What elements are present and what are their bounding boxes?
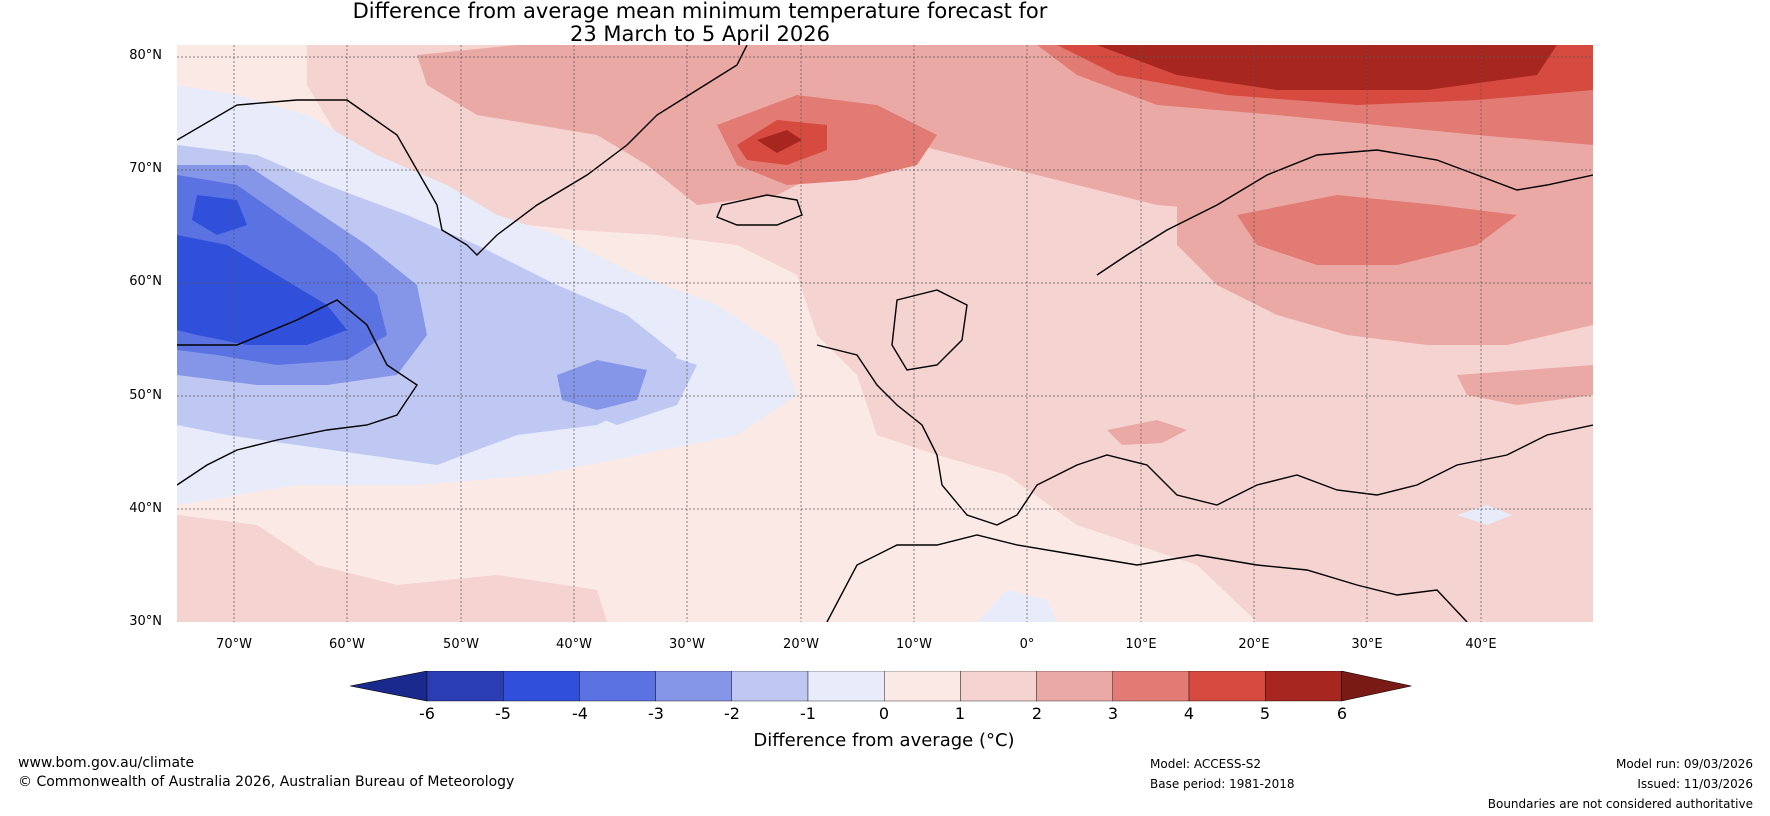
colorbar-segment — [807, 671, 885, 702]
lon-label-60w: 60°W — [329, 637, 365, 652]
colorbar-extend-high — [1341, 671, 1412, 702]
colorbar-tick-label: 6 — [1336, 704, 1348, 723]
colorbar-extend-low — [350, 671, 428, 702]
africa-coast — [826, 534, 1468, 622]
lat-label-30n: 30°N — [129, 614, 162, 629]
colorbar-title: Difference from average (°C) — [753, 730, 1015, 751]
colorbar-segment — [1188, 671, 1266, 702]
colorbar-segment — [960, 671, 1037, 702]
anomaly-2-3-east — [1457, 365, 1593, 405]
lon-label-70w: 70°W — [216, 637, 252, 652]
colorbar-segment — [579, 671, 656, 702]
lat-label-60n: 60°N — [129, 274, 162, 289]
lat-label-80n: 80°N — [129, 48, 162, 63]
colorbar — [350, 671, 1412, 702]
colorbar-tick-label: 3 — [1107, 704, 1119, 723]
colorbar-segment — [502, 671, 580, 702]
lat-label-50n: 50°N — [129, 388, 162, 403]
base-period: Base period: 1981-2018 — [1150, 777, 1295, 791]
anomaly-neg5-neg4 — [177, 235, 347, 345]
lat-label-40n: 40°N — [129, 501, 162, 516]
lon-label-40w: 40°W — [556, 637, 592, 652]
lat-label-70n: 70°N — [129, 161, 162, 176]
anomaly-1-2-southwest — [177, 515, 607, 622]
model-name: Model: ACCESS-S2 — [1150, 757, 1262, 771]
lon-label-20w: 20°W — [783, 637, 819, 652]
british-isles-coast — [891, 289, 968, 371]
gridlines — [177, 45, 1593, 622]
anomaly-neg1-0-south — [977, 590, 1057, 622]
colorbar-segment — [655, 671, 733, 702]
colorbar-segment — [426, 671, 504, 702]
colorbar-segment — [1112, 671, 1190, 702]
lon-label-20e: 20°E — [1238, 637, 1270, 652]
colorbar-tick-label: 2 — [1031, 704, 1043, 723]
lon-label-40e: 40°E — [1465, 637, 1497, 652]
colorbar-segment — [1036, 671, 1113, 702]
colorbar-tick-label: -1 — [800, 704, 816, 723]
anomaly-neg1-0-mediterranean — [1457, 505, 1512, 525]
anomaly-5-6-greenland-sea — [757, 130, 802, 153]
map-canvas — [177, 45, 1593, 622]
anomaly-3-4-finland — [1237, 195, 1517, 265]
colorbar-tick-label: -4 — [572, 704, 588, 723]
colorbar-tick-label: -6 — [419, 704, 435, 723]
colorbar-tick-label: -2 — [724, 704, 740, 723]
boundaries-disclaimer: Boundaries are not considered authoritat… — [1487, 797, 1753, 811]
scandinavia-coast — [1096, 149, 1593, 276]
chart-title: Difference from average mean minimum tem… — [0, 0, 1400, 46]
anomaly-neg5-neg4-north — [192, 195, 247, 235]
title-line-1: Difference from average mean minimum tem… — [352, 0, 1048, 23]
anomaly-2-3-alps — [1107, 420, 1187, 445]
coastlines — [177, 45, 1593, 622]
colorbar-tick-label: 5 — [1259, 704, 1271, 723]
lon-label-10e: 10°E — [1125, 637, 1157, 652]
issued-date: Issued: 11/03/2026 — [1637, 777, 1753, 791]
copyright-text: © Commonwealth of Australia 2026, Austra… — [18, 774, 515, 790]
temperature-anomaly-map — [177, 45, 1593, 622]
lon-label-10w: 10°W — [896, 637, 932, 652]
title-line-2: 23 March to 5 April 2026 — [570, 22, 830, 46]
colorbar-tick-label: 0 — [878, 704, 890, 723]
lon-label-0: 0° — [1019, 637, 1035, 652]
colorbar-tick-label: 1 — [954, 704, 966, 723]
canada-coast — [177, 299, 418, 486]
colorbar-tick-label: -5 — [495, 704, 511, 723]
lon-label-30w: 30°W — [669, 637, 705, 652]
iceland-coast — [716, 194, 803, 226]
colorbar-tick-label: -3 — [648, 704, 664, 723]
colorbar-tick-label: 4 — [1183, 704, 1195, 723]
lon-label-30e: 30°E — [1351, 637, 1383, 652]
anomaly-neg3-neg2-mid-atlantic — [557, 360, 647, 410]
website-url: www.bom.gov.au/climate — [18, 755, 195, 771]
model-run-date: Model run: 09/03/2026 — [1615, 757, 1753, 771]
greenland-coast — [177, 45, 748, 256]
anomaly-5-6-arctic — [1097, 45, 1557, 90]
colorbar-segment — [731, 671, 809, 702]
colorbar-segment — [884, 671, 961, 702]
europe-coast — [816, 344, 1593, 526]
lon-label-50w: 50°W — [443, 637, 479, 652]
colorbar-segment — [1265, 671, 1342, 702]
